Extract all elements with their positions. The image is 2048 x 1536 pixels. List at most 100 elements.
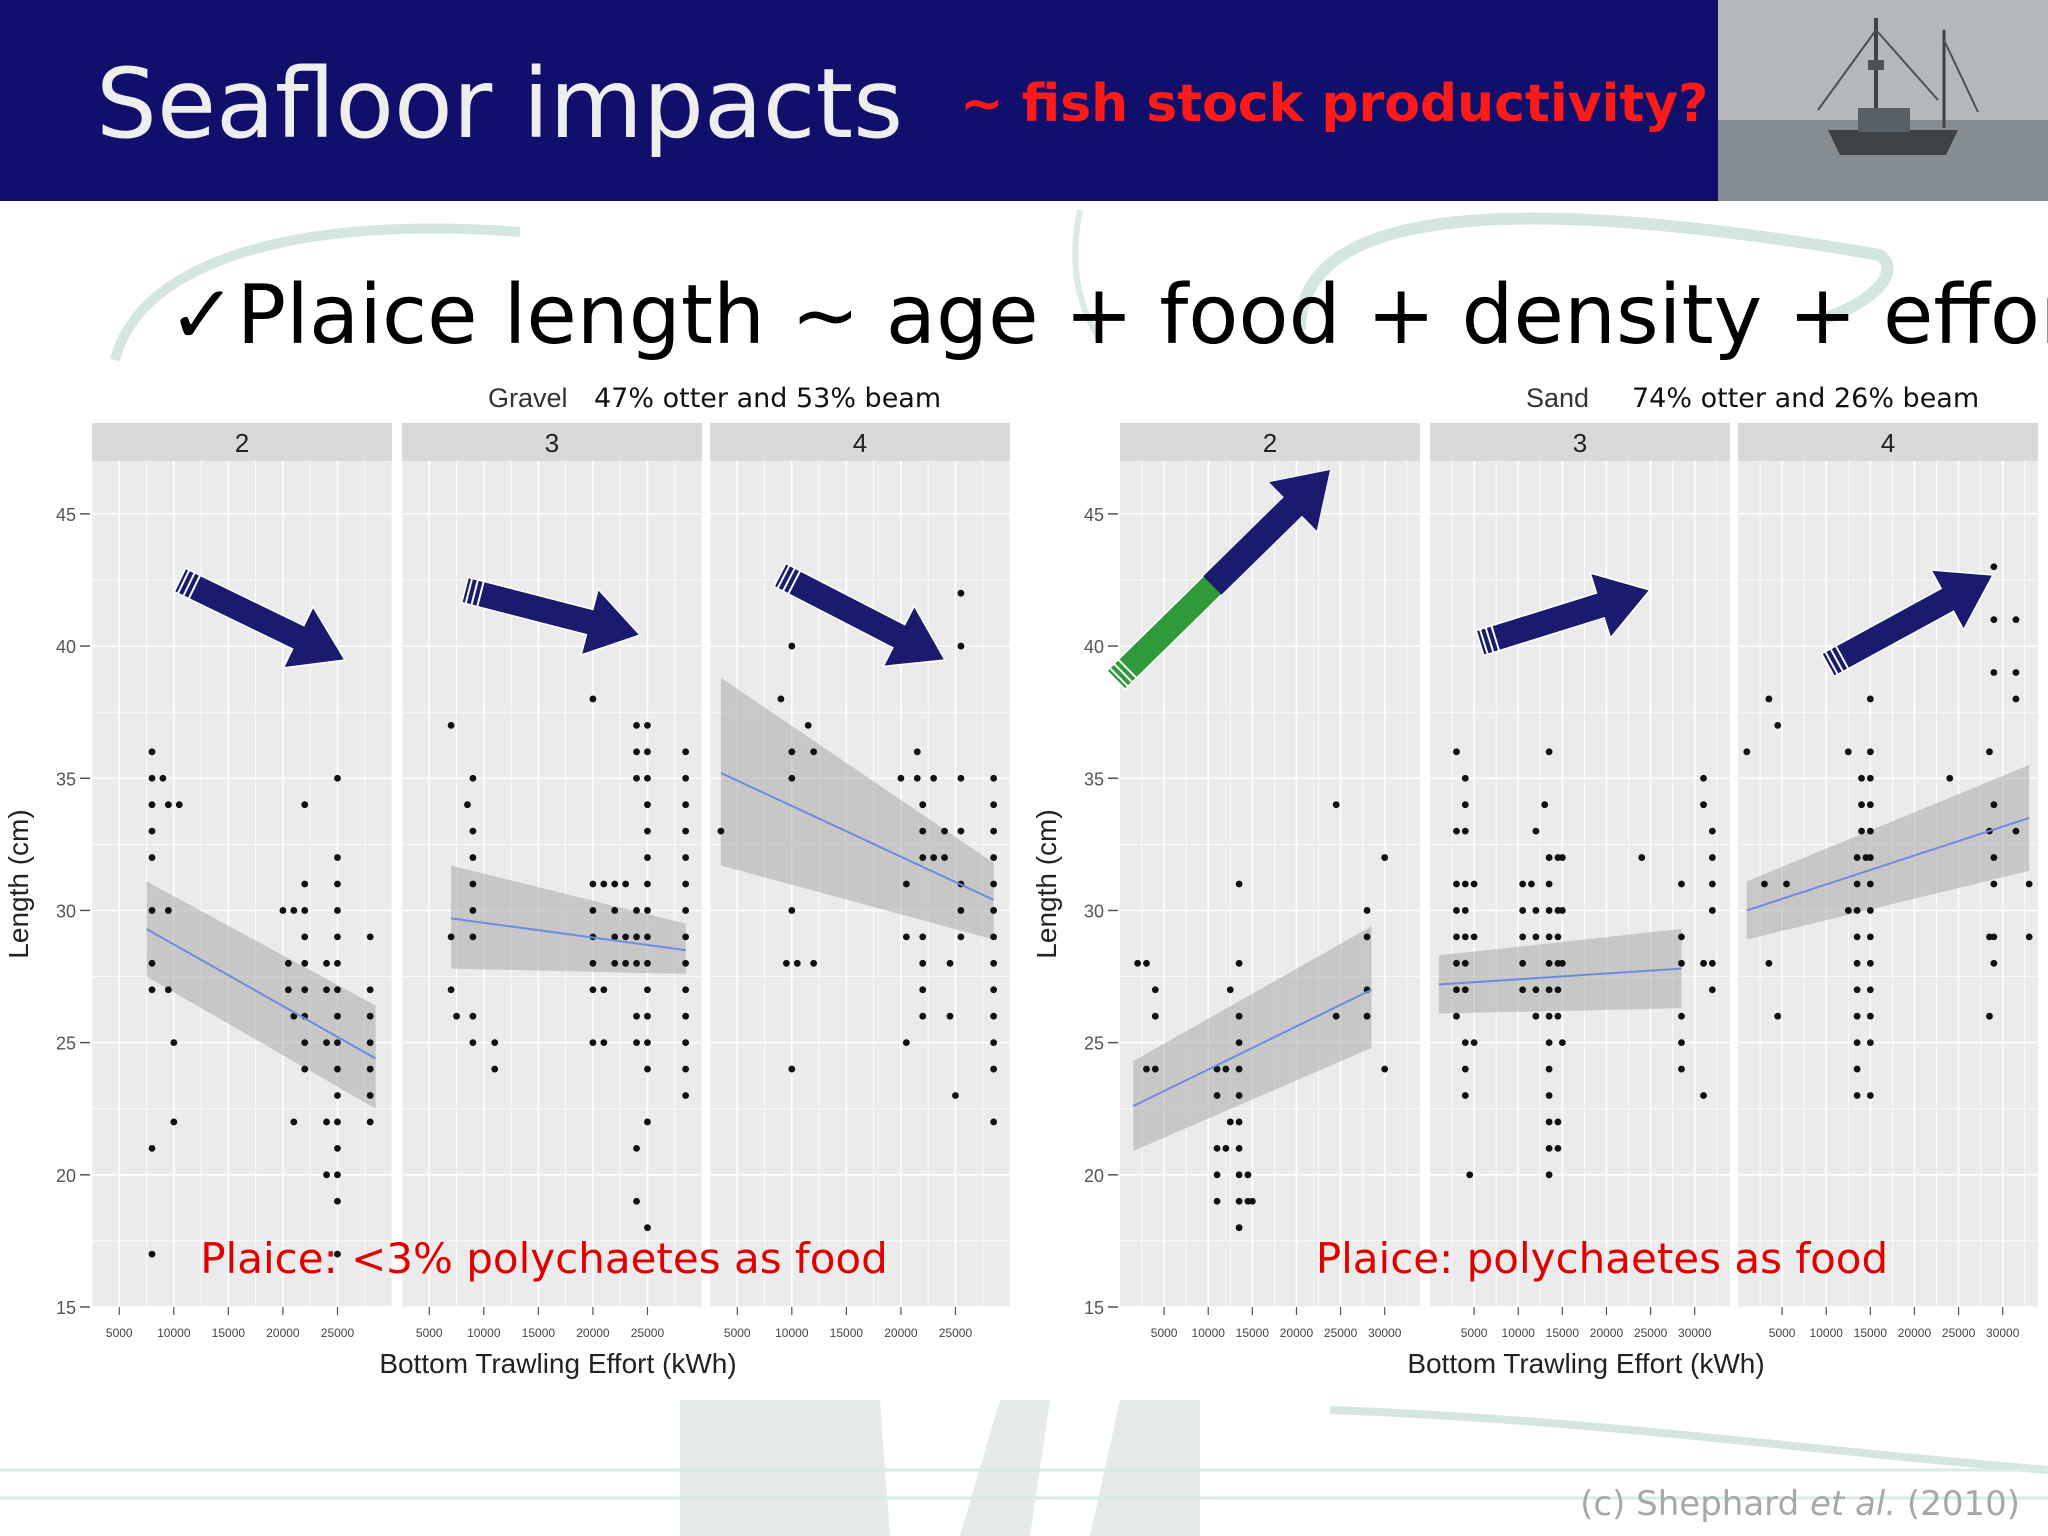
data-point <box>682 1012 690 1020</box>
x-tick-label: 25000 <box>631 1326 665 1340</box>
data-point <box>1244 1171 1252 1179</box>
data-point <box>788 748 796 756</box>
arrow-stripe <box>1824 651 1839 675</box>
data-point <box>1761 880 1768 888</box>
arrow-stripe <box>476 581 485 607</box>
data-point <box>990 801 998 809</box>
data-point <box>990 880 998 888</box>
data-point <box>469 933 477 941</box>
data-point <box>1853 1065 1861 1073</box>
data-point <box>366 986 374 994</box>
data-point <box>301 907 309 914</box>
data-point <box>957 589 965 597</box>
data-point <box>1461 1092 1469 1099</box>
x-tick-label: 25000 <box>1324 1326 1358 1340</box>
confidence-band <box>1746 765 2030 940</box>
data-point <box>1853 959 1861 967</box>
data-point <box>284 986 292 994</box>
data-point <box>633 1039 640 1047</box>
data-point <box>1545 907 1553 914</box>
data-point <box>2025 880 2033 888</box>
data-point <box>930 774 938 782</box>
data-point <box>941 854 948 861</box>
data-point <box>1453 748 1460 756</box>
data-point <box>644 1065 651 1073</box>
data-point <box>1853 1012 1861 1020</box>
data-point <box>633 1197 640 1205</box>
data-point <box>1226 986 1234 994</box>
data-point <box>1853 1092 1861 1099</box>
x-tick-label: 25000 <box>321 1326 355 1340</box>
arrow-stripe <box>1490 625 1501 651</box>
data-point <box>469 880 477 888</box>
facet-4: 4 5000 10000 15000 20000 25000 30000 <box>1738 423 2038 1340</box>
x-tick-label: 15000 <box>212 1326 246 1340</box>
data-point <box>682 907 690 914</box>
data-point <box>334 1012 341 1020</box>
data-point <box>611 933 619 941</box>
x-tick-label: 20000 <box>1898 1326 1932 1340</box>
data-point <box>1213 1171 1221 1179</box>
data-point <box>334 1039 341 1047</box>
y-tick-label: 25 <box>1084 1034 1104 1054</box>
data-point <box>148 854 156 861</box>
data-point <box>1866 827 1874 835</box>
data-point <box>1545 959 1553 967</box>
confidence-band <box>451 865 686 974</box>
facet-label: 4 <box>853 428 867 458</box>
data-point <box>1470 880 1478 888</box>
citation-prefix: (c) Shephard <box>1580 1484 1810 1524</box>
data-point <box>1213 1065 1221 1073</box>
arrow-stripe <box>776 564 791 589</box>
citation: (c) Shephard et al. (2010) <box>1580 1484 2020 1524</box>
facet-label: 3 <box>1573 428 1587 458</box>
confidence-band <box>1438 928 1682 1014</box>
data-point <box>334 1144 341 1152</box>
data-point <box>1461 801 1469 809</box>
facet-strip <box>92 423 392 461</box>
data-point <box>1470 1039 1478 1047</box>
data-point <box>491 1039 499 1047</box>
x-tick-label: 15000 <box>1236 1326 1270 1340</box>
data-point <box>1866 801 1874 809</box>
data-point <box>1332 1012 1340 1020</box>
data-point <box>301 1065 309 1073</box>
citation-suffix: (2010) <box>1896 1484 2020 1524</box>
x-tick-label: 10000 <box>1192 1326 1226 1340</box>
data-point <box>788 1065 796 1073</box>
data-point <box>1453 1012 1460 1020</box>
data-point <box>1545 1171 1553 1179</box>
data-point <box>290 907 298 914</box>
y-tick-label: 30 <box>56 901 76 921</box>
data-point <box>323 1118 330 1126</box>
data-point <box>1853 933 1861 941</box>
data-point <box>902 1039 910 1047</box>
data-point <box>1453 827 1460 835</box>
sand-chart: Sand 74% otter and 26% beam15202530354045… <box>1031 383 2038 1379</box>
data-point <box>622 880 630 888</box>
data-point <box>1363 1012 1371 1020</box>
facet-2: 25000 10000 15000 20000 25000 <box>91 423 393 1340</box>
x-tick-label: 5000 <box>416 1326 443 1340</box>
data-point <box>1990 616 1998 624</box>
data-point <box>957 933 965 941</box>
data-point <box>447 721 455 729</box>
data-point <box>1151 1012 1159 1020</box>
data-point <box>957 907 965 914</box>
data-point <box>1678 959 1685 967</box>
data-point <box>1678 1012 1685 1020</box>
data-point <box>1213 1144 1221 1152</box>
data-point <box>447 933 455 941</box>
data-point <box>644 933 651 941</box>
data-point <box>1708 959 1716 967</box>
data-point <box>1235 1092 1243 1099</box>
data-point <box>682 1092 690 1099</box>
data-point <box>1558 1039 1566 1047</box>
arrow-stripe <box>182 572 196 597</box>
data-point <box>682 801 690 809</box>
data-point <box>1986 1012 1993 1020</box>
data-point <box>1866 959 1874 967</box>
data-point <box>600 986 608 994</box>
data-point <box>1554 933 1562 941</box>
data-point <box>290 1012 298 1020</box>
